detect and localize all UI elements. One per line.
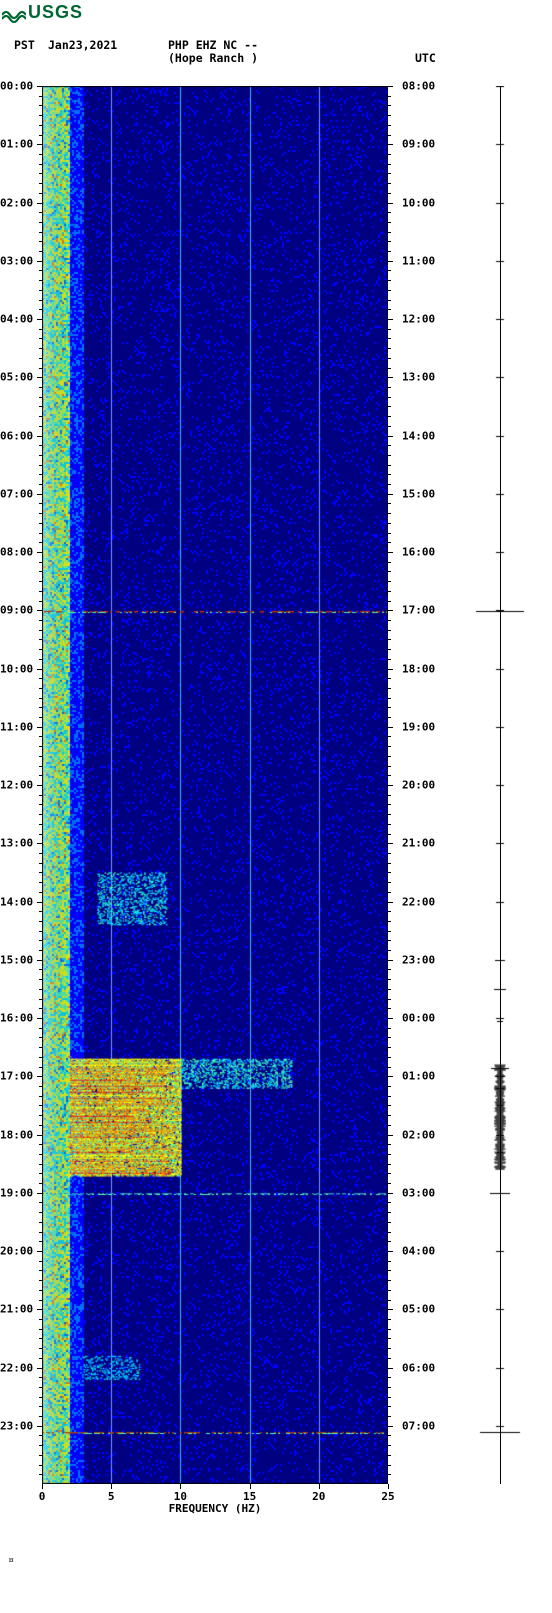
pst-tick: 18:00 — [0, 1128, 33, 1141]
pst-tick: 08:00 — [0, 546, 33, 559]
x-tick-label: 0 — [39, 1490, 46, 1503]
amplitude-trace — [470, 86, 530, 1484]
pst-tick: 21:00 — [0, 1303, 33, 1316]
utc-tick: 06:00 — [402, 1361, 435, 1374]
pst-tick: 12:00 — [0, 779, 33, 792]
pst-tick: 23:00 — [0, 1419, 33, 1432]
utc-tick: 00:00 — [402, 1012, 435, 1025]
pst-tick: 14:00 — [0, 895, 33, 908]
utc-tick: 17:00 — [402, 604, 435, 617]
utc-tick: 10:00 — [402, 196, 435, 209]
spectrogram-plot — [42, 86, 388, 1484]
station-line2: (Hope Ranch ) — [168, 51, 258, 65]
x-tick-label: 20 — [312, 1490, 325, 1503]
utc-tick: 05:00 — [402, 1303, 435, 1316]
footer-mark: ¤ — [8, 1555, 14, 1566]
utc-tick: 09:00 — [402, 138, 435, 151]
utc-tick: 04:00 — [402, 1245, 435, 1258]
utc-tick: 03:00 — [402, 1186, 435, 1199]
pst-tick: 13:00 — [0, 837, 33, 850]
usgs-logo: USGS — [2, 2, 83, 23]
pst-tick: 06:00 — [0, 429, 33, 442]
trace-canvas — [470, 86, 530, 1484]
pst-tick: 11:00 — [0, 720, 33, 733]
tz-left-label: PST — [14, 38, 35, 52]
utc-tick: 07:00 — [402, 1419, 435, 1432]
utc-tick: 15:00 — [402, 487, 435, 500]
utc-tick: 13:00 — [402, 371, 435, 384]
utc-tick: 23:00 — [402, 953, 435, 966]
utc-tick: 02:00 — [402, 1128, 435, 1141]
pst-tick: 09:00 — [0, 604, 33, 617]
pst-tick: 10:00 — [0, 662, 33, 675]
utc-tick: 22:00 — [402, 895, 435, 908]
utc-tick: 21:00 — [402, 837, 435, 850]
pst-tick: 02:00 — [0, 196, 33, 209]
logo-text: USGS — [28, 2, 83, 23]
pst-tick: 03:00 — [0, 254, 33, 267]
x-tick-label: 25 — [381, 1490, 394, 1503]
pst-tick: 07:00 — [0, 487, 33, 500]
utc-tick: 11:00 — [402, 254, 435, 267]
utc-tick: 12:00 — [402, 313, 435, 326]
utc-tick: 18:00 — [402, 662, 435, 675]
pst-tick: 15:00 — [0, 953, 33, 966]
wave-icon — [2, 3, 26, 23]
utc-tick: 20:00 — [402, 779, 435, 792]
utc-tick: 01:00 — [402, 1070, 435, 1083]
utc-tick: 08:00 — [402, 80, 435, 93]
utc-tick: 16:00 — [402, 546, 435, 559]
date-label: Jan23,2021 — [48, 38, 117, 52]
pst-tick: 00:00 — [0, 80, 33, 93]
pst-tick: 05:00 — [0, 371, 33, 384]
x-tick-label: 5 — [108, 1490, 115, 1503]
pst-tick: 20:00 — [0, 1245, 33, 1258]
pst-tick: 16:00 — [0, 1012, 33, 1025]
station-line1: PHP EHZ NC -- — [168, 38, 258, 52]
pst-tick: 19:00 — [0, 1186, 33, 1199]
utc-tick: 14:00 — [402, 429, 435, 442]
pst-tick: 01:00 — [0, 138, 33, 151]
tz-right-label: UTC — [415, 51, 436, 65]
pst-tick: 22:00 — [0, 1361, 33, 1374]
pst-tick: 17:00 — [0, 1070, 33, 1083]
pst-tick: 04:00 — [0, 313, 33, 326]
utc-tick: 19:00 — [402, 720, 435, 733]
x-axis-title: FREQUENCY (HZ) — [169, 1502, 262, 1515]
